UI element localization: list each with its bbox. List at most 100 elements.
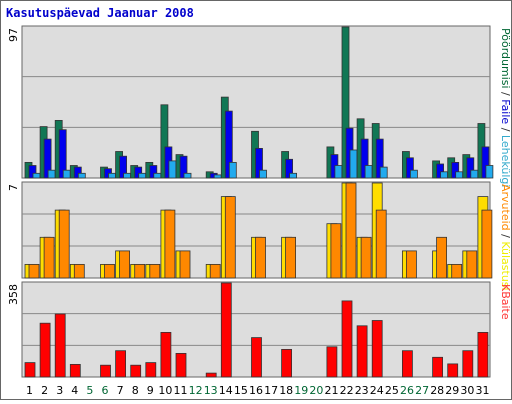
bar-middle-Külastusi-30 (466, 250, 478, 279)
legend-upper-0: Pöördumisi (499, 28, 512, 89)
x-tick-label-27: 27 (415, 384, 429, 397)
x-tick-label-30: 30 (460, 384, 474, 397)
bar-upper-Lehekülgi-21 (334, 165, 343, 179)
bar-upper-Lehekülgi-18 (289, 172, 298, 179)
bar-middle-Külastusi-8 (134, 263, 146, 279)
x-tick-label-21: 21 (325, 384, 339, 397)
bar-lower-KBaite-11 (175, 352, 187, 378)
x-tick-label-13: 13 (204, 384, 218, 397)
x-tick-label-8: 8 (132, 384, 139, 397)
bar-upper-Lehekülgi-16 (259, 169, 267, 179)
bar-upper-Lehekülgi-31 (485, 165, 494, 179)
x-tick-label-11: 11 (174, 384, 188, 397)
x-tick-label-18: 18 (279, 384, 293, 397)
bar-middle-Külastusi-14 (224, 196, 236, 279)
legend-lower-0: KBaite (499, 284, 512, 320)
bar-upper-Pöördumisi-10 (160, 104, 169, 179)
bar-lower-KBaite-13 (205, 372, 217, 378)
bar-upper-Faile-26 (405, 157, 414, 179)
x-tick-label-28: 28 (430, 384, 444, 397)
ymax-label-lower: 358 (7, 284, 20, 305)
x-tick-label-15: 15 (234, 384, 248, 397)
legend-upper-4: Lehekülgi (499, 135, 512, 188)
x-tick-label-26: 26 (400, 384, 414, 397)
legend-middle-0: Arvuteid (499, 184, 512, 231)
bar-lower-KBaite-1 (24, 362, 36, 378)
bar-upper-Lehekülgi-8 (138, 172, 147, 179)
bar-upper-Lehekülgi-2 (47, 169, 56, 179)
bar-lower-KBaite-3 (54, 313, 66, 378)
bar-middle-Külastusi-7 (119, 250, 130, 279)
x-tick-label-23: 23 (355, 384, 369, 397)
bar-upper-Faile-8 (134, 166, 143, 179)
bar-upper-Lehekülgi-13 (213, 174, 222, 179)
bar-upper-Faile-28 (436, 163, 445, 179)
legend-lower: KBaite (499, 284, 512, 320)
x-tick-label-6: 6 (102, 384, 109, 397)
x-tick-label-1: 1 (26, 384, 33, 397)
x-tick-label-17: 17 (264, 384, 278, 397)
bar-lower-KBaite-23 (356, 325, 368, 378)
bar-middle-Külastusi-31 (481, 209, 493, 279)
bar-middle-Külastusi-28 (436, 236, 448, 279)
bar-upper-Lehekülgi-29 (455, 171, 464, 179)
bar-middle-Külastusi-3 (58, 209, 70, 279)
bar-upper-Lehekülgi-4 (77, 172, 86, 179)
bar-lower-KBaite-26 (401, 350, 413, 378)
x-tick-label-19: 19 (294, 384, 308, 397)
bar-upper-Pöördumisi-22 (341, 26, 350, 179)
x-tick-label-24: 24 (370, 384, 384, 397)
x-tick-label-3: 3 (56, 384, 63, 397)
bar-middle-Külastusi-6 (104, 263, 115, 279)
bar-lower-KBaite-18 (281, 348, 293, 378)
bar-upper-Faile-11 (179, 155, 188, 179)
bar-upper-Lehekülgi-1 (32, 172, 41, 179)
x-tick-label-4: 4 (71, 384, 78, 397)
ymax-label-middle: 7 (7, 184, 20, 191)
bar-upper-Faile-24 (375, 138, 384, 179)
bar-upper-Lehekülgi-7 (123, 172, 131, 179)
bar-upper-Lehekülgi-6 (108, 172, 116, 179)
bar-middle-Külastusi-16 (255, 236, 266, 279)
legend-upper-2: Faile (499, 99, 512, 124)
x-tick-label-12: 12 (189, 384, 203, 397)
bar-upper-Lehekülgi-30 (470, 169, 479, 179)
bar-upper-Lehekülgi-28 (440, 171, 449, 179)
bar-upper-Lehekülgi-9 (153, 172, 162, 179)
legend-middle: Arvuteid / Külastusi (499, 184, 512, 291)
bar-lower-KBaite-7 (115, 350, 126, 378)
bar-upper-Lehekülgi-26 (409, 169, 418, 179)
bar-middle-Külastusi-13 (209, 263, 221, 279)
legend-upper-3: / (499, 124, 512, 135)
bar-middle-Külastusi-1 (28, 263, 40, 279)
legend-middle-1: / (499, 231, 512, 242)
bar-middle-Külastusi-4 (73, 263, 85, 279)
bar-upper-Faile-31 (481, 146, 490, 179)
bar-lower-KBaite-21 (326, 346, 338, 378)
bar-lower-KBaite-9 (145, 362, 157, 378)
bar-upper-Lehekülgi-22 (349, 149, 358, 179)
bar-lower-KBaite-4 (69, 363, 81, 378)
bar-upper-Faile-18 (285, 158, 294, 179)
chart-title: Kasutuspäevad Jaanuar 2008 (6, 6, 194, 20)
bar-upper-Faile-3 (58, 129, 67, 179)
x-tick-label-10: 10 (158, 384, 172, 397)
x-tick-label-20: 20 (309, 384, 323, 397)
x-tick-label-31: 31 (476, 384, 490, 397)
bar-lower-KBaite-22 (341, 300, 353, 378)
x-tick-label-25: 25 (385, 384, 399, 397)
bar-upper-Faile-7 (119, 155, 127, 179)
bar-upper-Faile-1 (28, 165, 37, 179)
bar-upper-Faile-9 (149, 165, 158, 179)
bar-upper-Faile-2 (43, 138, 52, 179)
bar-upper-Faile-4 (73, 166, 82, 179)
bar-lower-KBaite-8 (130, 364, 142, 378)
bar-middle-Külastusi-29 (451, 263, 463, 279)
x-tick-label-9: 9 (147, 384, 154, 397)
bar-middle-Külastusi-23 (360, 236, 372, 279)
bar-upper-Faile-16 (255, 147, 263, 179)
bar-lower-KBaite-6 (100, 364, 111, 378)
bar-upper-Lehekülgi-11 (183, 172, 192, 179)
